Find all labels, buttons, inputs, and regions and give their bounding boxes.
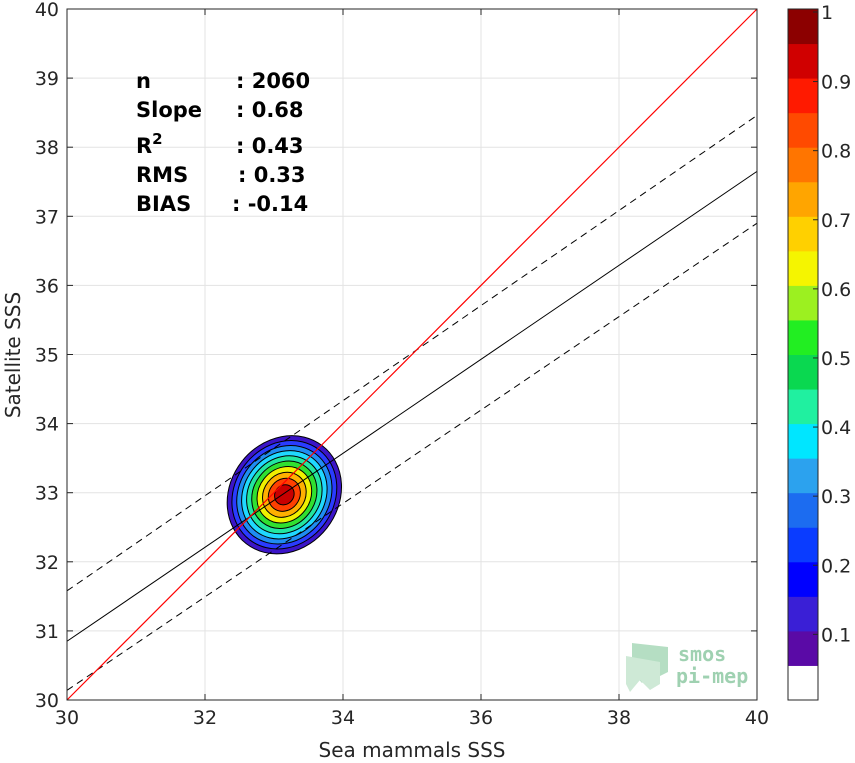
lower-band-line xyxy=(66,222,758,691)
colorbar-segment xyxy=(788,112,818,148)
colorbar-tick-label: 0.4 xyxy=(821,417,851,439)
y-axis-label: Satellite SSS xyxy=(1,292,25,418)
colorbar-segment xyxy=(788,665,818,701)
regression-lines xyxy=(66,8,758,701)
colorbar-segment xyxy=(788,423,818,459)
colorbar-segment xyxy=(788,285,818,321)
colorbar-segment xyxy=(788,458,818,494)
x-tick-label: 32 xyxy=(193,707,217,729)
upper-band-line xyxy=(66,115,758,592)
statistics-block: n : 2060 Slope : 0.68 R2 : 0.43 RMS : 0.33 BIAS:… xyxy=(136,69,310,216)
colorbar-tick-label: 0.6 xyxy=(821,279,851,301)
y-tick-label: 39 xyxy=(35,68,59,90)
x-tick-label: 30 xyxy=(55,707,79,729)
stat-value: : 2060 xyxy=(236,69,310,93)
colorbar-segment xyxy=(788,181,818,217)
stat-label: Slope xyxy=(136,98,202,122)
x-tick-label: 34 xyxy=(331,707,355,729)
y-tick-label: 31 xyxy=(35,621,59,643)
colorbar-tick-label: 0.9 xyxy=(821,72,851,94)
logo-line2: pi-mep xyxy=(676,664,748,688)
stat-label: BIAS xyxy=(136,192,191,216)
colorbar-segment xyxy=(788,630,818,666)
stat-value: : -0.14 xyxy=(232,192,308,216)
colorbar-segment xyxy=(788,492,818,528)
y-tick-labels: 30 31 32 33 34 35 36 37 38 39 40 xyxy=(35,0,757,712)
y-tick-label: 33 xyxy=(35,483,59,505)
x-tick-label: 38 xyxy=(607,707,631,729)
colorbar: 0.1 0.2 0.3 0.4 0.5 0.6 0.7 0.8 0.9 1 xyxy=(787,2,851,701)
colorbar-tick-label: 0.3 xyxy=(821,486,851,508)
x-tick-label: 40 xyxy=(745,707,769,729)
regression-fit-line xyxy=(66,170,758,642)
colorbar-tick-label: 0.5 xyxy=(821,348,851,370)
colorbar-segment xyxy=(788,389,818,425)
colorbar-segment xyxy=(788,527,818,563)
y-tick-label: 40 xyxy=(35,0,59,21)
y-tick-label: 32 xyxy=(35,552,59,574)
colorbar-tick-label: 0.7 xyxy=(821,210,851,232)
colorbar-segment xyxy=(788,43,818,79)
stat-label: RMS xyxy=(136,163,188,187)
colorbar-segment xyxy=(788,354,818,390)
identity-line xyxy=(66,8,758,701)
y-tick-label: 36 xyxy=(35,275,59,297)
colorbar-tick-label: 0.8 xyxy=(821,141,851,163)
colorbar-segment xyxy=(788,319,818,355)
colorbar-segment xyxy=(788,250,818,286)
colorbar-segment xyxy=(788,596,818,632)
stat-label: R2 xyxy=(136,130,163,158)
colorbar-tick-label: 0.1 xyxy=(821,624,851,646)
y-tick-label: 30 xyxy=(35,690,59,712)
x-axis-label: Sea mammals SSS xyxy=(319,738,506,762)
colorbar-segment xyxy=(788,9,818,45)
stat-label: n xyxy=(136,69,151,93)
y-tick-label: 34 xyxy=(35,414,59,436)
colorbar-frame xyxy=(787,8,819,701)
colorbar-segment xyxy=(788,147,818,183)
y-tick-label: 35 xyxy=(35,345,59,367)
stat-value: : 0.68 xyxy=(236,98,304,122)
colorbar-segment xyxy=(788,561,818,597)
colorbar-segment xyxy=(788,78,818,114)
stat-value: : 0.43 xyxy=(236,134,304,158)
smos-pi-mep-logo: smos pi-mep xyxy=(626,642,748,692)
stat-value: : 0.33 xyxy=(238,163,306,187)
x-tick-label: 36 xyxy=(469,707,493,729)
logo-wave-graphic-2 xyxy=(626,656,660,692)
y-tick-label: 37 xyxy=(35,206,59,228)
colorbar-tick-label: 1 xyxy=(821,2,833,24)
y-tick-label: 38 xyxy=(35,137,59,159)
density-contours xyxy=(226,435,343,555)
colorbar-segment xyxy=(788,216,818,252)
logo-line1: smos xyxy=(678,642,726,666)
colorbar-tick-label: 0.2 xyxy=(821,555,851,577)
x-tick-labels: 30 32 34 36 38 40 xyxy=(55,9,769,729)
